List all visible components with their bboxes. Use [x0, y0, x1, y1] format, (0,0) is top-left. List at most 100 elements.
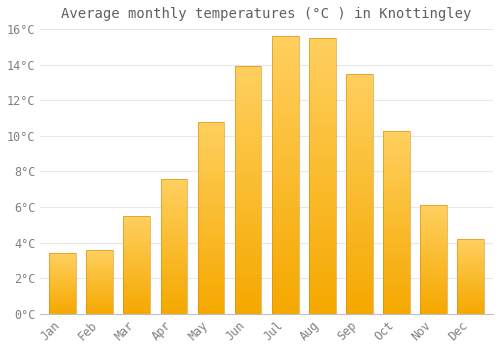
Bar [346, 203, 373, 208]
Bar [198, 299, 224, 302]
Bar [309, 259, 336, 264]
Bar [458, 292, 484, 293]
Bar [86, 309, 113, 310]
Bar [160, 236, 188, 238]
Bar [124, 251, 150, 253]
Bar [309, 60, 336, 65]
Bar [272, 286, 298, 292]
Bar [235, 284, 262, 289]
Bar [272, 231, 298, 236]
Bar [458, 286, 484, 287]
Bar [420, 229, 447, 231]
Bar [458, 260, 484, 261]
Bar [235, 254, 262, 259]
Bar [309, 65, 336, 71]
Bar [458, 278, 484, 280]
Bar [198, 291, 224, 295]
Bar [346, 117, 373, 122]
Bar [346, 290, 373, 295]
Bar [420, 246, 447, 249]
Bar [346, 189, 373, 194]
Bar [420, 210, 447, 212]
Bar [235, 121, 262, 126]
Bar [49, 297, 76, 298]
Bar [235, 166, 262, 170]
Bar [160, 289, 188, 292]
Bar [198, 229, 224, 233]
Bar [309, 121, 336, 126]
Bar [235, 86, 262, 91]
Bar [124, 265, 150, 267]
Bar [160, 308, 188, 311]
Bar [49, 284, 76, 285]
Bar [346, 228, 373, 232]
Bar [420, 268, 447, 271]
Bar [309, 237, 336, 242]
Bar [346, 179, 373, 184]
Bar [160, 192, 188, 195]
Bar [458, 280, 484, 281]
Bar [346, 213, 373, 218]
Bar [420, 290, 447, 292]
Bar [198, 133, 224, 137]
Bar [49, 293, 76, 294]
Bar [49, 298, 76, 299]
Bar [160, 230, 188, 233]
Bar [272, 114, 298, 119]
Bar [346, 198, 373, 203]
Bar [198, 214, 224, 218]
Bar [309, 55, 336, 60]
Bar [235, 210, 262, 215]
Bar [420, 288, 447, 290]
Bar [49, 281, 76, 282]
Bar [124, 239, 150, 241]
Bar [346, 285, 373, 290]
Bar [124, 286, 150, 288]
Bar [309, 193, 336, 198]
Bar [124, 230, 150, 232]
Bar [198, 210, 224, 214]
Bar [420, 281, 447, 284]
Bar [124, 245, 150, 247]
Bar [420, 301, 447, 303]
Bar [160, 238, 188, 241]
Bar [309, 215, 336, 220]
Bar [124, 224, 150, 226]
Bar [160, 284, 188, 287]
Bar [235, 170, 262, 175]
Bar [198, 168, 224, 172]
Bar [383, 182, 410, 186]
Bar [309, 165, 336, 170]
Bar [235, 91, 262, 96]
Bar [198, 268, 224, 272]
Bar [309, 99, 336, 104]
Bar [458, 239, 484, 240]
Bar [124, 310, 150, 312]
Bar [160, 273, 188, 276]
Bar [124, 253, 150, 255]
Bar [420, 284, 447, 286]
Bar [160, 271, 188, 273]
Bar [86, 258, 113, 259]
Bar [198, 164, 224, 168]
Bar [160, 244, 188, 246]
Bar [86, 305, 113, 306]
Bar [49, 257, 76, 258]
Bar [49, 282, 76, 284]
Bar [272, 175, 298, 181]
Bar [160, 178, 188, 314]
Bar [383, 226, 410, 230]
Bar [49, 304, 76, 306]
Bar [458, 287, 484, 288]
Bar [272, 80, 298, 86]
Bar [124, 261, 150, 263]
Bar [383, 295, 410, 299]
Bar [309, 231, 336, 237]
Bar [49, 294, 76, 296]
Bar [458, 309, 484, 311]
Bar [272, 181, 298, 186]
Bar [272, 208, 298, 214]
Bar [272, 158, 298, 164]
Bar [160, 233, 188, 236]
Bar [86, 270, 113, 272]
